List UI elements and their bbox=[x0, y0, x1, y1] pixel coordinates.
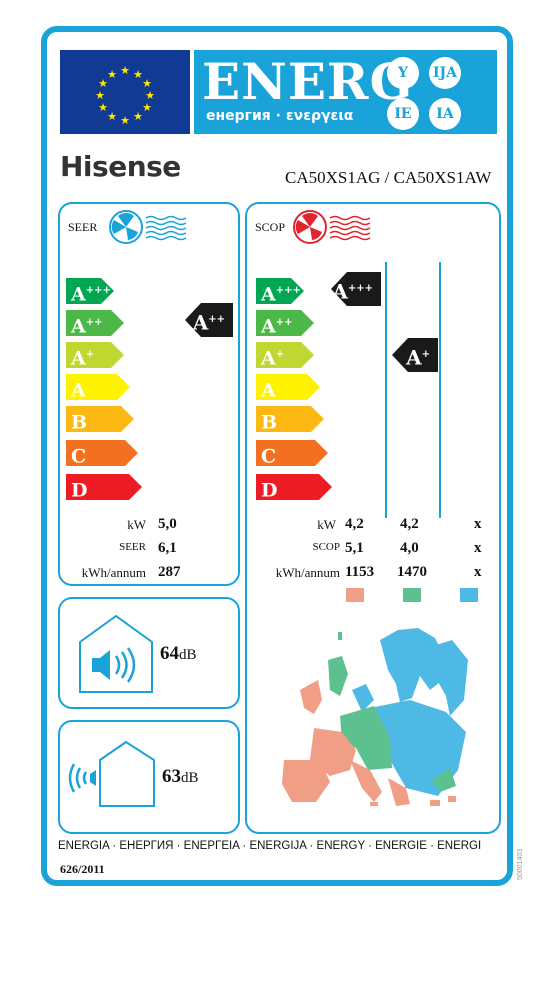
cooling-class-bar: A bbox=[66, 374, 130, 400]
indoor-noise-panel bbox=[58, 597, 240, 709]
heating-class-bar: A++ bbox=[256, 310, 314, 336]
heating-annual-average: 1470 bbox=[397, 564, 427, 580]
cooling-kw-value: 5,0 bbox=[158, 516, 177, 532]
cooling-class-bar: A++ bbox=[66, 310, 124, 336]
eu-flag: ★ ★ ★ ★ ★ ★ ★ ★ ★ ★ ★ ★ bbox=[60, 50, 190, 134]
cooling-annual-label: kWh/annum bbox=[81, 565, 146, 580]
fan-cold-icon bbox=[109, 210, 187, 244]
suffix-badge: IE bbox=[387, 98, 419, 130]
scop-heading: SCOP bbox=[255, 220, 286, 234]
suffix-badge: IJA bbox=[429, 57, 461, 89]
indoor-noise-value: 64 bbox=[160, 643, 179, 664]
scop-warmer: 5,1 bbox=[345, 540, 364, 556]
regulation-number: 626/2011 bbox=[60, 862, 105, 876]
column-divider bbox=[439, 262, 441, 518]
label-frame bbox=[41, 26, 513, 886]
model-number: CA50XS1AG / CA50XS1AW bbox=[285, 168, 492, 187]
scop-label: SCOP bbox=[312, 541, 340, 553]
heating-panel bbox=[245, 202, 501, 834]
indoor-noise-unit: dB bbox=[179, 647, 197, 663]
svg-text:★: ★ bbox=[142, 101, 152, 114]
svg-text:★: ★ bbox=[120, 64, 130, 77]
svg-text:★: ★ bbox=[107, 110, 117, 123]
svg-text:★: ★ bbox=[142, 77, 152, 90]
cooling-class-bar: A+ bbox=[66, 342, 124, 368]
heating-kw-label: kW bbox=[317, 517, 336, 532]
svg-text:★: ★ bbox=[107, 68, 117, 81]
side-code: 50001403 bbox=[517, 848, 524, 880]
cooling-class-bar: C bbox=[66, 440, 138, 466]
zone-average-swatch bbox=[403, 588, 421, 602]
cooling-class-bar: B bbox=[66, 406, 134, 432]
svg-text:★: ★ bbox=[98, 77, 108, 90]
heating-class-bar: B bbox=[256, 406, 324, 432]
zone-colder-swatch bbox=[460, 588, 478, 602]
heating-kw-colder: x bbox=[474, 516, 482, 532]
heating-annual-label: kWh/annum bbox=[275, 565, 340, 580]
suffix-badge: Y bbox=[387, 57, 419, 89]
energy-subtitle: енергия · ενεργεια bbox=[206, 108, 354, 124]
speaker-house-icon bbox=[79, 614, 153, 693]
heating-kw-average: 4,2 bbox=[400, 516, 419, 532]
svg-text:★: ★ bbox=[98, 101, 108, 114]
column-divider bbox=[385, 262, 387, 518]
sound-waves-house-icon bbox=[68, 740, 155, 807]
brand-logo: Hisense bbox=[60, 150, 181, 183]
heating-kw-warmer: 4,2 bbox=[345, 516, 364, 532]
fan-hot-icon bbox=[293, 210, 371, 244]
cooling-annual-value: 287 bbox=[158, 564, 181, 580]
svg-text:★: ★ bbox=[145, 89, 155, 102]
svg-text:★: ★ bbox=[133, 68, 143, 81]
svg-text:★: ★ bbox=[95, 89, 105, 102]
zone-warmer-swatch bbox=[346, 588, 364, 602]
cooling-class-bar: D bbox=[66, 474, 142, 500]
outdoor-noise-panel bbox=[58, 720, 240, 834]
heating-class-bar: D bbox=[256, 474, 332, 500]
scop-colder: x bbox=[474, 540, 482, 556]
seer-heading: SEER bbox=[68, 220, 98, 234]
seer-label: SEER bbox=[119, 541, 146, 553]
heating-annual-colder: x bbox=[474, 564, 482, 580]
indoor-noise-reading: 64dB bbox=[160, 643, 197, 665]
seer-value: 6,1 bbox=[158, 540, 177, 556]
heating-class-bar: A+ bbox=[256, 342, 314, 368]
cooling-panel bbox=[58, 202, 240, 586]
footer-languages: ENERGIA · ЕНЕРГИЯ · ΕΝΕΡΓΕΙΑ · ENERGIJA … bbox=[58, 840, 482, 852]
cooling-kw-label: kW bbox=[127, 517, 146, 532]
outdoor-noise-unit: dB bbox=[181, 770, 199, 786]
suffix-badge: IA bbox=[429, 98, 461, 130]
heating-class-bar: A bbox=[256, 374, 320, 400]
europe-climate-map bbox=[282, 628, 468, 806]
energy-word: ENERG bbox=[202, 52, 414, 111]
outdoor-noise-reading: 63dB bbox=[162, 766, 199, 788]
heating-class-bar: C bbox=[256, 440, 328, 466]
svg-text:★: ★ bbox=[120, 114, 130, 127]
svg-text:★: ★ bbox=[133, 110, 143, 123]
heating-annual-warmer: 1153 bbox=[345, 564, 375, 580]
scop-average: 4,0 bbox=[400, 540, 419, 556]
eu-stars-icon: ★ ★★ ★★★ ★★★ ★★★ bbox=[95, 64, 155, 127]
outdoor-noise-value: 63 bbox=[162, 766, 181, 787]
